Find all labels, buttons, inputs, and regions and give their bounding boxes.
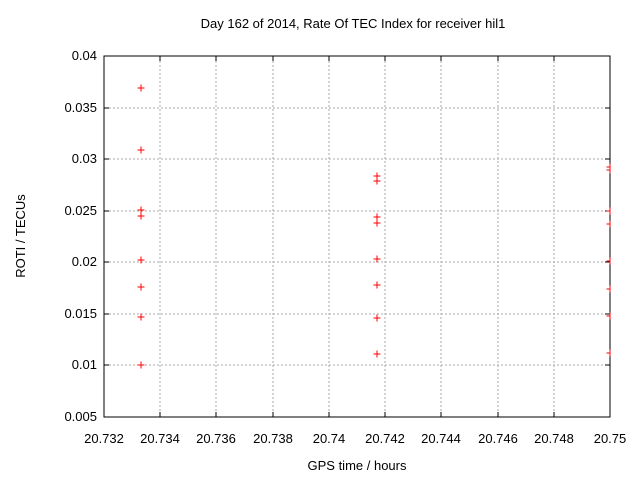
data-point-marker	[606, 312, 611, 320]
x-tick-label: 20.734	[140, 431, 180, 446]
x-tick-label: 20.746	[478, 431, 518, 446]
data-point-marker	[373, 281, 381, 289]
x-tick-label: 20.742	[365, 431, 405, 446]
data-point-marker	[137, 283, 145, 291]
data-point-marker	[373, 314, 381, 322]
data-point-marker	[137, 256, 145, 264]
data-point-marker	[606, 285, 611, 293]
plot-border	[103, 55, 611, 418]
grid	[105, 57, 609, 416]
data-point-marker	[606, 257, 611, 265]
data-point-marker	[373, 255, 381, 263]
y-axis-label: ROTI / TECUs	[13, 194, 28, 278]
data-point-marker	[137, 313, 145, 321]
data-point-marker	[606, 349, 611, 357]
data-point-marker	[606, 166, 611, 174]
data-point-marker	[137, 146, 145, 154]
data-point-marker	[373, 213, 381, 221]
x-axis-label: GPS time / hours	[308, 458, 407, 473]
x-tick-label: 20.748	[534, 431, 574, 446]
x-tick-label: 20.732	[84, 431, 124, 446]
data-point-marker	[137, 212, 145, 220]
y-tick-label: 0.035	[64, 100, 97, 115]
data-point-marker	[606, 207, 611, 215]
y-tick-label: 0.005	[64, 409, 97, 424]
x-tick-label: 20.738	[253, 431, 293, 446]
y-tick-label: 0.015	[64, 306, 97, 321]
data-point-marker	[606, 220, 611, 228]
x-tick-label: 20.74	[313, 431, 346, 446]
y-tick-label: 0.02	[72, 254, 97, 269]
x-tick-label: 20.75	[594, 431, 627, 446]
x-tick-label: 20.736	[196, 431, 236, 446]
data-points	[137, 84, 611, 369]
data-point-marker	[373, 350, 381, 358]
data-point-marker	[137, 361, 145, 369]
data-point-marker	[373, 219, 381, 227]
y-tick-label: 0.01	[72, 357, 97, 372]
chart-title: Day 162 of 2014, Rate Of TEC Index for r…	[201, 16, 506, 31]
y-tick-label: 0.03	[72, 151, 97, 166]
y-tick-label: 0.04	[72, 48, 97, 63]
y-tick-label: 0.025	[64, 203, 97, 218]
data-point-marker	[373, 177, 381, 185]
data-point-marker	[137, 206, 145, 214]
x-tick-label: 20.744	[421, 431, 461, 446]
data-point-marker	[137, 84, 145, 92]
